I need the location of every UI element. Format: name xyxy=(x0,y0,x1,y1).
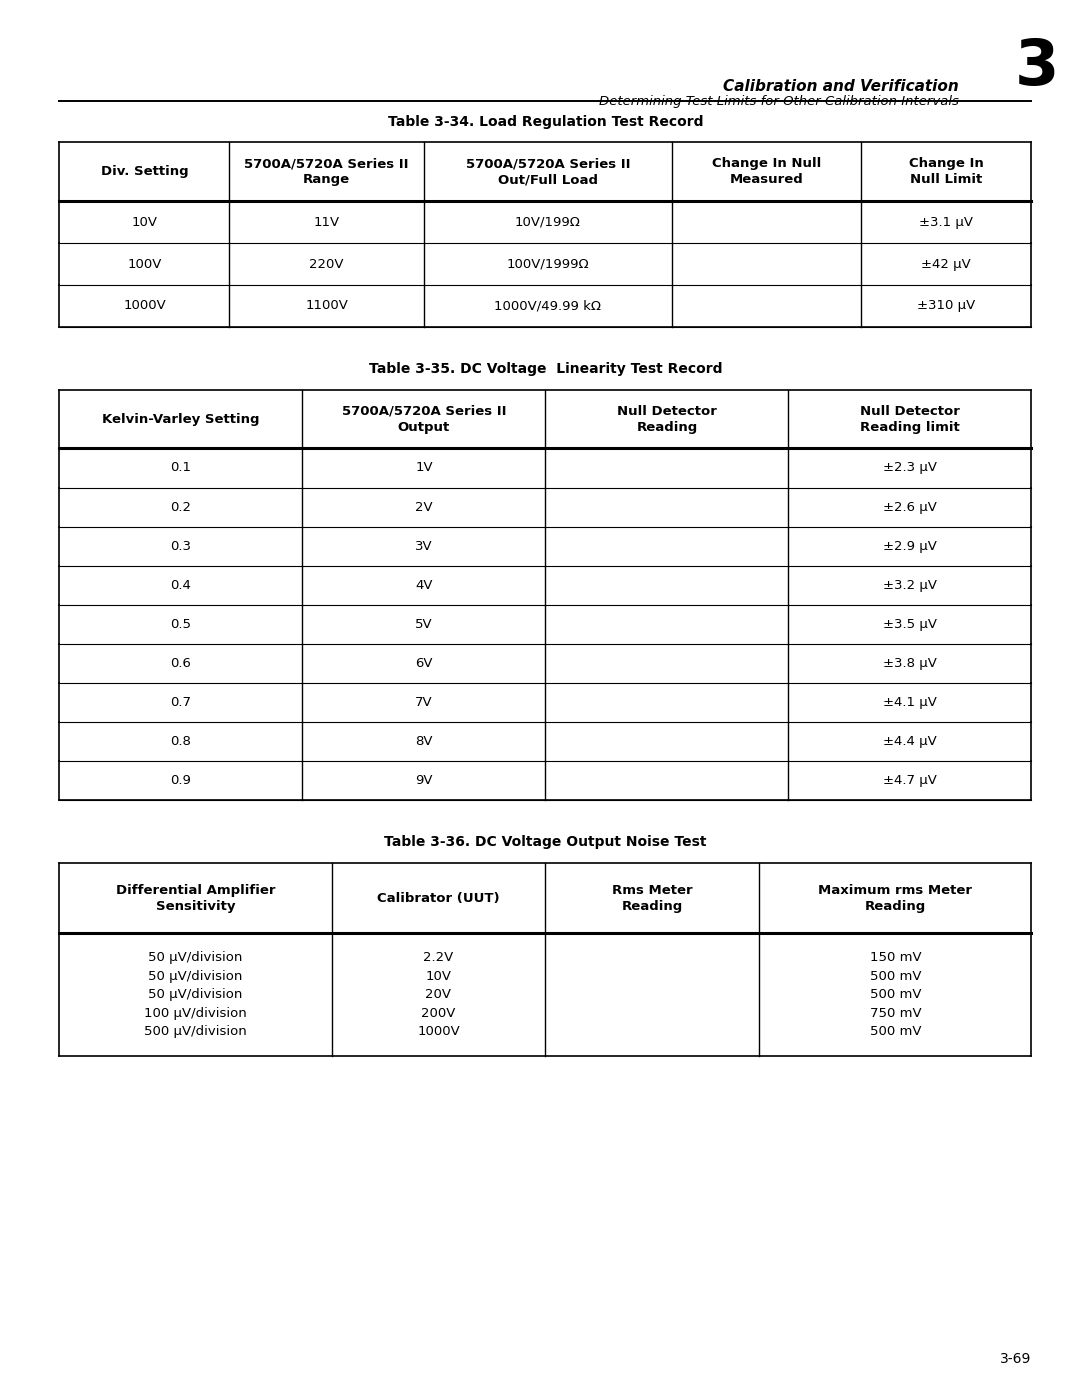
Text: Maximum rms Meter
Reading: Maximum rms Meter Reading xyxy=(819,884,972,912)
Text: ±42 μV: ±42 μV xyxy=(921,257,971,271)
Text: 8V: 8V xyxy=(415,735,433,749)
Text: 4V: 4V xyxy=(415,578,433,592)
Text: ±2.3 μV: ±2.3 μV xyxy=(882,461,936,475)
Text: 1V: 1V xyxy=(415,461,433,475)
Text: 3-69: 3-69 xyxy=(1000,1352,1031,1366)
Text: 0.1: 0.1 xyxy=(171,461,191,475)
Text: Null Detector
Reading: Null Detector Reading xyxy=(617,405,717,433)
Bar xyxy=(59,201,1031,243)
Text: 0.4: 0.4 xyxy=(171,578,191,592)
Text: 5700A/5720A Series II
Output: 5700A/5720A Series II Output xyxy=(341,405,507,433)
Text: Differential Amplifier
Sensitivity: Differential Amplifier Sensitivity xyxy=(116,884,275,912)
Text: Div. Setting: Div. Setting xyxy=(100,165,188,179)
Text: Table 3-35. DC Voltage  Linearity Test Record: Table 3-35. DC Voltage Linearity Test Re… xyxy=(368,362,723,376)
Bar xyxy=(59,933,1031,1056)
Text: 3V: 3V xyxy=(415,539,433,553)
Text: ±2.6 μV: ±2.6 μV xyxy=(883,500,936,514)
Bar xyxy=(59,285,1031,327)
Text: ±3.8 μV: ±3.8 μV xyxy=(883,657,936,671)
Bar xyxy=(59,142,1031,201)
Text: 1000V: 1000V xyxy=(123,299,166,313)
Bar xyxy=(59,488,1031,527)
Text: 0.9: 0.9 xyxy=(171,774,191,788)
Text: 0.3: 0.3 xyxy=(171,539,191,553)
Text: Table 3-34. Load Regulation Test Record: Table 3-34. Load Regulation Test Record xyxy=(388,115,703,129)
Bar xyxy=(59,722,1031,761)
Text: 2.2V
10V
20V
200V
1000V: 2.2V 10V 20V 200V 1000V xyxy=(417,951,460,1038)
Text: Rms Meter
Reading: Rms Meter Reading xyxy=(612,884,692,912)
Text: 1000V/49.99 kΩ: 1000V/49.99 kΩ xyxy=(495,299,602,313)
Text: 0.7: 0.7 xyxy=(171,696,191,710)
Bar xyxy=(59,761,1031,800)
Text: 5V: 5V xyxy=(415,617,433,631)
Text: 6V: 6V xyxy=(415,657,433,671)
Text: Calibration and Verification: Calibration and Verification xyxy=(724,78,959,94)
Bar xyxy=(59,863,1031,933)
Text: 0.5: 0.5 xyxy=(171,617,191,631)
Text: 5700A/5720A Series II
Range: 5700A/5720A Series II Range xyxy=(244,158,409,186)
Text: 2V: 2V xyxy=(415,500,433,514)
Text: ±3.1 μV: ±3.1 μV xyxy=(919,215,973,229)
Text: Null Detector
Reading limit: Null Detector Reading limit xyxy=(860,405,960,433)
Text: Determining Test Limits for Other Calibration Intervals: Determining Test Limits for Other Calibr… xyxy=(599,95,959,108)
Bar xyxy=(59,566,1031,605)
Text: 0.6: 0.6 xyxy=(171,657,191,671)
Text: Kelvin-Varley Setting: Kelvin-Varley Setting xyxy=(103,412,259,426)
Text: Change In
Null Limit: Change In Null Limit xyxy=(909,158,984,186)
Bar xyxy=(59,683,1031,722)
Bar xyxy=(59,390,1031,448)
Text: ±4.1 μV: ±4.1 μV xyxy=(883,696,936,710)
Bar xyxy=(59,605,1031,644)
Bar xyxy=(59,527,1031,566)
Text: 5700A/5720A Series II
Out/Full Load: 5700A/5720A Series II Out/Full Load xyxy=(465,158,630,186)
Text: 100V: 100V xyxy=(127,257,162,271)
Text: Calibrator (UUT): Calibrator (UUT) xyxy=(377,891,500,905)
Text: 1100V: 1100V xyxy=(306,299,348,313)
Text: ±3.2 μV: ±3.2 μV xyxy=(882,578,936,592)
Text: ±2.9 μV: ±2.9 μV xyxy=(883,539,936,553)
Text: ±3.5 μV: ±3.5 μV xyxy=(882,617,936,631)
Text: 10V: 10V xyxy=(132,215,158,229)
Bar xyxy=(59,243,1031,285)
Text: 150 mV
500 mV
500 mV
750 mV
500 mV: 150 mV 500 mV 500 mV 750 mV 500 mV xyxy=(869,951,921,1038)
Text: 11V: 11V xyxy=(313,215,340,229)
Text: 3: 3 xyxy=(1014,36,1059,98)
Text: 0.8: 0.8 xyxy=(171,735,191,749)
Text: Change In Null
Measured: Change In Null Measured xyxy=(712,158,821,186)
Text: 10V/199Ω: 10V/199Ω xyxy=(515,215,581,229)
Text: 0.2: 0.2 xyxy=(171,500,191,514)
Text: ±310 μV: ±310 μV xyxy=(917,299,975,313)
Bar xyxy=(59,448,1031,488)
Text: 100V/1999Ω: 100V/1999Ω xyxy=(507,257,590,271)
Text: Table 3-36. DC Voltage Output Noise Test: Table 3-36. DC Voltage Output Noise Test xyxy=(384,835,706,849)
Text: ±4.7 μV: ±4.7 μV xyxy=(883,774,936,788)
Text: 220V: 220V xyxy=(310,257,343,271)
Text: 50 μV/division
50 μV/division
50 μV/division
100 μV/division
500 μV/division: 50 μV/division 50 μV/division 50 μV/divi… xyxy=(144,951,247,1038)
Text: 7V: 7V xyxy=(415,696,433,710)
Text: ±4.4 μV: ±4.4 μV xyxy=(883,735,936,749)
Text: 9V: 9V xyxy=(415,774,433,788)
Bar xyxy=(59,644,1031,683)
